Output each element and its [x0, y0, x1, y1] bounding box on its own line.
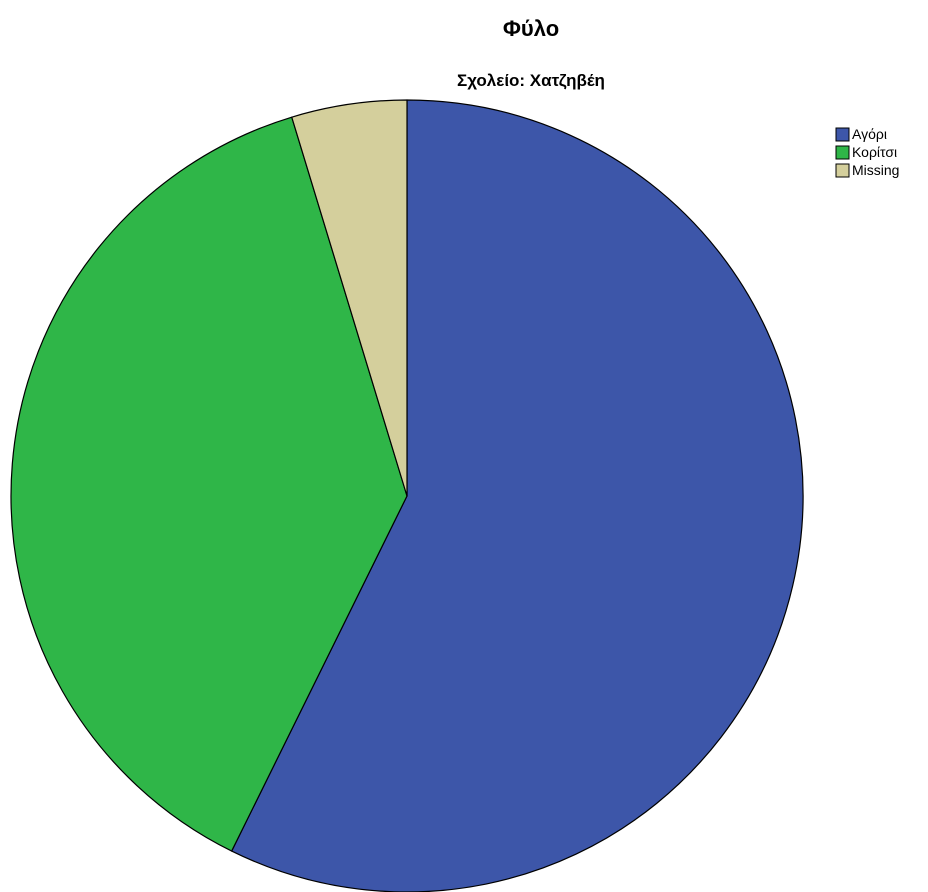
legend-label: Αγόρι [852, 126, 887, 142]
legend-swatch [835, 163, 850, 178]
legend-item-αγόρι: Αγόρι [835, 126, 887, 142]
legend: Αγόρι Κορίτσι Missing [835, 126, 899, 178]
pie-slice-missing [291, 99, 408, 497]
legend-label: Missing [852, 162, 899, 178]
pie-slice-αγόρι [231, 99, 804, 892]
legend-item-κορίτσι: Κορίτσι [835, 144, 897, 160]
legend-label: Κορίτσι [852, 144, 897, 160]
pie-slice-κορίτσι [10, 116, 408, 852]
legend-swatch [835, 127, 850, 142]
legend-item-missing: Missing [835, 162, 899, 178]
legend-swatch [835, 145, 850, 160]
chart-title: Φύλο [503, 16, 559, 41]
chart-subtitle: Σχολείο: Χατζηβέη [457, 71, 605, 90]
pie-slices [10, 99, 804, 892]
